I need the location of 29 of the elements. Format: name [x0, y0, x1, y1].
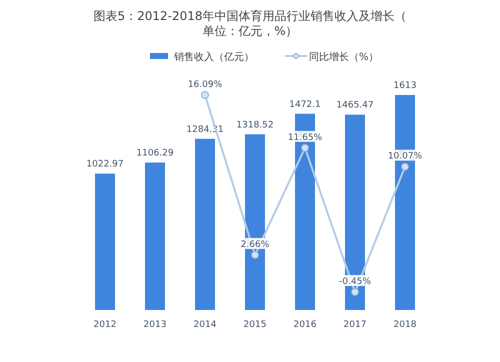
- x-tick-label: 2016: [294, 320, 317, 330]
- data-label: 11.65%: [288, 132, 323, 143]
- data-label: 1472.1: [289, 100, 321, 110]
- data-label: 1022.97: [86, 160, 124, 170]
- x-tick-label: 2018: [394, 320, 417, 330]
- data-label: 2.66%: [240, 240, 270, 250]
- legend-label: 销售收入（亿元）: [173, 51, 254, 63]
- point: [201, 91, 209, 99]
- x-tick-label: 2013: [144, 320, 166, 330]
- legend-label: 同比增长（%）: [309, 51, 379, 63]
- bar: [195, 138, 215, 310]
- data-label: 1613: [394, 81, 416, 91]
- data-label: 10.07%: [388, 152, 423, 162]
- point: [251, 250, 259, 259]
- bar: [145, 162, 165, 310]
- point: [351, 288, 359, 296]
- data-label: 16.09%: [188, 80, 223, 90]
- point: [401, 162, 409, 171]
- data-label: 1318.52: [236, 120, 274, 130]
- data-label: 1465.47: [336, 100, 374, 111]
- x-tick-label: 2017: [344, 320, 366, 330]
- x-tick-label: 2014: [194, 320, 217, 330]
- x-tick-label: 2012: [94, 320, 116, 330]
- data-label: -0.45%: [339, 277, 372, 287]
- chart-title: 图表5：2012-2018年中国体育用品行业销售收入及增长（单位：亿元，%）: [93, 9, 407, 38]
- x-tick-label: 2015: [244, 320, 266, 330]
- bar: [95, 174, 115, 310]
- point: [301, 144, 309, 152]
- data-label: 1106.29: [136, 148, 174, 159]
